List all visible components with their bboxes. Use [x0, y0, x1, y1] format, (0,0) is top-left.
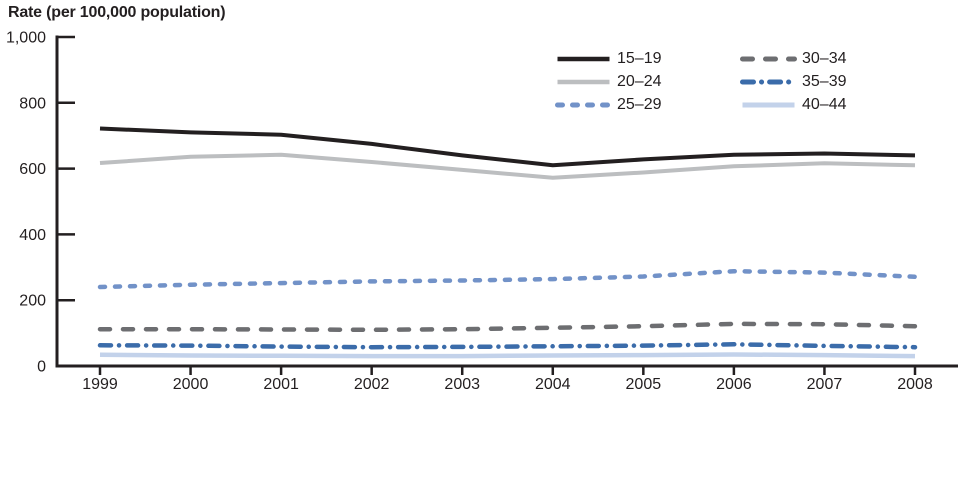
- y-tick-label: 200: [19, 293, 46, 310]
- x-tick-label: 2004: [535, 376, 571, 393]
- legend-swatch-40-44-line-icon: [742, 102, 795, 107]
- x-tick-label: 2007: [807, 376, 843, 393]
- y-tick-label: 800: [19, 95, 46, 112]
- legend-label: 15–19: [617, 49, 662, 67]
- legend-item-35-39: 35–39: [740, 70, 847, 93]
- x-tick-label: 2005: [626, 376, 662, 393]
- chart-title: Rate (per 100,000 population): [8, 4, 226, 21]
- legend-swatch-35-39-line-icon: [740, 79, 797, 84]
- x-tick-label: 2006: [716, 376, 752, 393]
- series-line-40-44: [99, 352, 916, 359]
- legend-label: 20–24: [617, 72, 662, 90]
- series-line-35-39: [97, 342, 918, 350]
- series-line-15-19: [99, 126, 916, 168]
- legend-label: 25–29: [617, 95, 662, 113]
- legend-label: 40–44: [802, 95, 847, 113]
- x-tick-label: 2001: [263, 376, 299, 393]
- y-tick-label: 400: [19, 227, 46, 244]
- series-line-25-29: [97, 268, 918, 290]
- x-tick-label: 2000: [173, 376, 209, 393]
- series-line-20-24: [99, 152, 916, 180]
- legend-column-1: 15–19 20–24 25–29: [555, 47, 662, 116]
- legend-column-2: 30–34 35–39 40–44: [740, 47, 847, 116]
- x-tick-label: 2002: [354, 376, 390, 393]
- legend-label: 30–34: [802, 49, 847, 67]
- x-tick-label: 2008: [897, 376, 933, 393]
- x-tick-label: 2003: [444, 376, 480, 393]
- legend-item-40-44: 40–44: [740, 93, 847, 116]
- legend-item-25-29: 25–29: [555, 93, 662, 116]
- y-tick-label: 0: [37, 359, 46, 376]
- legend-swatch-20-24-line-icon: [557, 79, 610, 84]
- y-tick-label: 1,000: [6, 30, 46, 47]
- series-line-30-34: [97, 321, 918, 333]
- legend-label: 35–39: [802, 72, 847, 90]
- x-tick-label: 1999: [82, 376, 118, 393]
- legend-swatch-15-19-line-icon: [557, 56, 610, 61]
- legend-item-15-19: 15–19: [555, 47, 662, 70]
- legend-item-20-24: 20–24: [555, 70, 662, 93]
- legend-item-30-34: 30–34: [740, 47, 847, 70]
- legend-swatch-30-34-line-icon: [740, 56, 797, 61]
- y-tick-label: 600: [19, 161, 46, 178]
- legend-swatch-25-29-line-icon: [555, 102, 612, 107]
